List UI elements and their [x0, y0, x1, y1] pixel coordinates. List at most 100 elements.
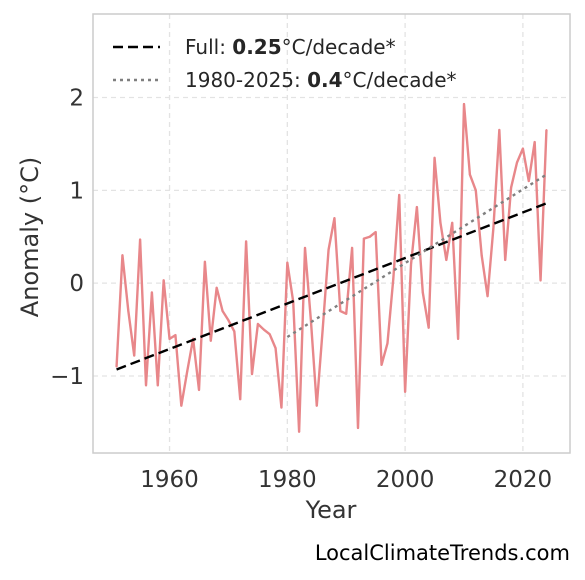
data-point — [439, 221, 442, 224]
data-point — [286, 261, 289, 264]
legend-entry-recent-prefix: 1980-2025: — [185, 68, 307, 92]
data-point — [256, 322, 259, 325]
legend-entry-full-rate: 0.25 — [232, 35, 281, 59]
data-point — [180, 404, 183, 407]
x-tick-label: 2000 — [376, 467, 435, 493]
legend-entry-recent: 1980-2025: 0.4°C/decade* — [185, 68, 457, 92]
data-point — [274, 347, 277, 350]
data-point — [227, 319, 230, 322]
data-point — [398, 193, 401, 196]
data-point — [374, 231, 377, 234]
trend-layer — [116, 173, 548, 371]
data-point — [404, 390, 407, 393]
data-point — [445, 258, 448, 261]
tick-layer: 1960 1980 2000 2020 −1 0 1 2 — [50, 86, 552, 493]
legend-entry-full-suffix: °C/decade* — [282, 35, 396, 59]
data-point — [162, 279, 165, 282]
data-point — [415, 206, 418, 209]
y-tick-label: 0 — [69, 271, 84, 297]
data-point — [315, 404, 318, 407]
data-point — [392, 277, 395, 280]
data-point — [339, 309, 342, 312]
data-point — [150, 291, 153, 294]
data-point — [251, 373, 253, 376]
data-point — [203, 260, 206, 263]
data-point — [327, 248, 330, 251]
data-point — [280, 406, 283, 409]
data-point — [457, 337, 460, 340]
y-tick-label: 1 — [69, 178, 84, 204]
data-point — [539, 279, 542, 282]
data-point — [362, 237, 365, 240]
data-point — [321, 328, 324, 331]
data-point — [504, 258, 507, 261]
legend-entry-recent-rate: 0.4 — [307, 68, 342, 92]
data-point — [533, 141, 536, 144]
data-point — [480, 254, 483, 257]
data-point — [198, 388, 200, 391]
data-point — [410, 263, 412, 266]
data-point — [345, 312, 348, 315]
data-point — [474, 189, 477, 192]
data-point — [245, 240, 248, 243]
data-point — [145, 384, 147, 387]
y-axis-label: Anomaly (°C) — [16, 157, 44, 317]
data-point — [427, 326, 430, 329]
footer-credit: LocalClimateTrends.com — [315, 541, 570, 565]
trend-line-recent — [286, 173, 548, 339]
data-point — [433, 156, 436, 159]
data-point — [527, 180, 530, 183]
data-point — [215, 286, 218, 289]
data-point — [368, 235, 371, 238]
y-tick-label: 2 — [69, 86, 84, 112]
legend-entry-full: Full: 0.25°C/decade* — [185, 35, 396, 59]
x-axis-label: Year — [305, 496, 357, 524]
data-point — [421, 291, 424, 294]
legend: Full: 0.25°C/decade* 1980-2025: 0.4°C/de… — [113, 35, 457, 92]
data-point — [174, 334, 177, 337]
anomaly-series-line — [115, 102, 548, 433]
data-point — [127, 309, 130, 312]
data-point — [357, 426, 359, 429]
data-point — [115, 365, 118, 368]
data-point — [156, 384, 159, 387]
legend-entry-recent-suffix: °C/decade* — [343, 68, 457, 92]
series-layer — [115, 102, 548, 433]
x-tick-label: 1960 — [140, 467, 199, 493]
grid — [93, 14, 570, 453]
data-point — [168, 337, 171, 340]
data-point — [209, 339, 212, 342]
data-point — [386, 342, 389, 345]
data-point — [298, 430, 301, 433]
data-point — [233, 330, 236, 333]
data-point — [139, 238, 142, 241]
x-tick-label: 1980 — [258, 467, 317, 493]
data-point — [333, 217, 336, 220]
data-point — [239, 398, 242, 401]
data-point — [304, 246, 306, 249]
plot-frame — [92, 13, 571, 454]
data-point — [510, 186, 513, 189]
data-point — [221, 309, 224, 312]
data-point — [486, 295, 489, 298]
data-point — [186, 370, 189, 373]
y-tick-label: −1 — [50, 364, 84, 390]
legend-entry-full-prefix: Full: — [185, 35, 232, 59]
data-point — [463, 103, 465, 106]
data-point — [451, 221, 454, 224]
data-point — [351, 246, 354, 249]
data-point — [545, 129, 548, 132]
x-tick-label: 2020 — [494, 467, 553, 493]
data-point — [492, 226, 495, 229]
trend-line-full — [116, 202, 547, 371]
data-point — [521, 147, 524, 150]
data-point — [268, 333, 271, 336]
data-point — [468, 173, 471, 176]
data-point — [498, 129, 501, 132]
data-point — [262, 328, 265, 331]
data-point — [516, 161, 518, 164]
data-point — [121, 254, 124, 257]
data-point — [133, 354, 136, 357]
data-point — [380, 363, 383, 366]
